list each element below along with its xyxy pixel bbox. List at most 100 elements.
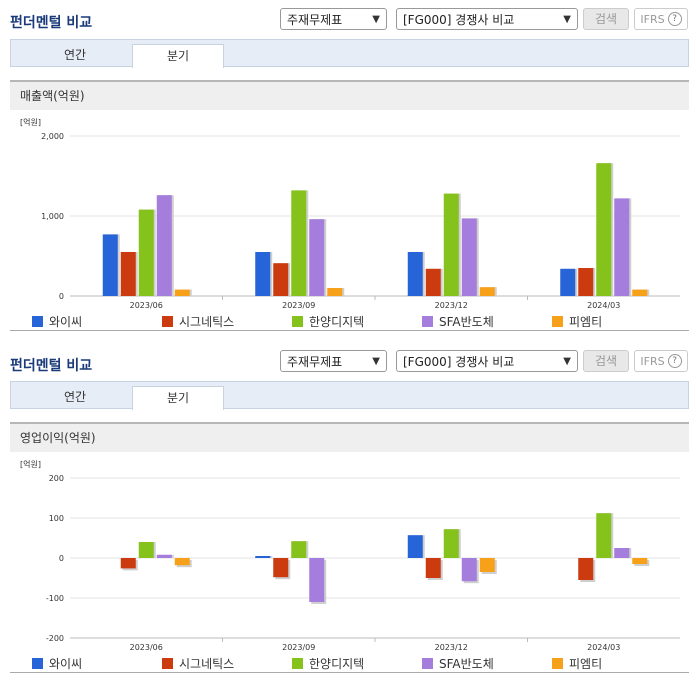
bar	[156, 554, 172, 558]
bar	[560, 268, 576, 296]
tab-quarterly[interactable]: 분기	[132, 44, 224, 68]
revenue-chart: [억원] 0 1,000 2,000 2023/06 2023/09 2023/12 2024…	[20, 117, 680, 310]
bar	[138, 209, 154, 296]
legend-swatch	[422, 658, 433, 669]
operating-profit-panel: 펀더멘털 비교 주재무제표 ▼ [FG000] 경쟁사 비교 ▼ 검색 IFRS…	[0, 342, 696, 684]
bar	[120, 252, 136, 296]
x-tick-label: 2023/12	[435, 643, 468, 652]
legend-item[interactable]: 와이씨	[32, 313, 82, 330]
legend-swatch	[292, 316, 303, 327]
bar	[443, 193, 459, 296]
group-select-value: [FG000] 경쟁사 비교	[403, 354, 515, 369]
group-select[interactable]: [FG000] 경쟁사 비교 ▼	[396, 350, 578, 372]
bar	[596, 163, 612, 296]
chart-legend: 와이씨 시그네틱스 한양디지텍 SFA반도체 피엠티	[10, 653, 689, 673]
chart-legend: 와이씨 시그네틱스 한양디지텍 SFA반도체 피엠티	[10, 311, 689, 331]
bar	[309, 219, 325, 296]
group-select[interactable]: [FG000] 경쟁사 비교 ▼	[396, 8, 578, 30]
bar	[578, 558, 594, 580]
legend-item[interactable]: 시그네틱스	[162, 655, 234, 672]
y-tick-label: 200	[49, 474, 64, 483]
revenue-panel: 펀더멘털 비교 주재무제표 ▼ [FG000] 경쟁사 비교 ▼ 검색 IFRS…	[0, 0, 696, 340]
search-button[interactable]: 검색	[583, 8, 629, 30]
legend-item[interactable]: 한양디지텍	[292, 655, 364, 672]
ifrs-label: IFRS	[640, 12, 665, 26]
legend-item[interactable]: SFA반도체	[422, 313, 494, 330]
chevron-down-icon: ▼	[372, 355, 380, 367]
y-tick-label: 0	[59, 554, 64, 563]
search-button[interactable]: 검색	[583, 350, 629, 372]
legend-item[interactable]: 한양디지텍	[292, 313, 364, 330]
legend-swatch	[162, 658, 173, 669]
y-tick-label: 2,000	[41, 132, 64, 141]
statement-select-value: 주재무제표	[287, 12, 343, 27]
bar	[407, 252, 423, 296]
ifrs-label: IFRS	[640, 354, 665, 368]
bar	[327, 288, 343, 296]
tab-annual[interactable]: 연간	[63, 48, 87, 62]
bar	[309, 558, 325, 602]
legend-swatch	[32, 316, 43, 327]
y-tick-label: -200	[46, 634, 64, 643]
bar	[255, 252, 271, 296]
x-tick-label: 2023/06	[130, 643, 163, 652]
legend-item[interactable]: SFA반도체	[422, 655, 494, 672]
y-tick-label: -100	[46, 594, 64, 603]
ifrs-help-button[interactable]: IFRS ?	[634, 350, 688, 372]
chevron-down-icon: ▼	[372, 13, 380, 25]
section-header: 영업이익(억원)	[10, 422, 689, 452]
x-tick-label: 2024/03	[587, 643, 620, 652]
y-tick-label: 0	[59, 292, 64, 301]
legend-label: 피엠티	[569, 657, 603, 671]
x-tick-label: 2024/03	[587, 301, 620, 310]
tab-quarterly[interactable]: 분기	[132, 386, 224, 410]
bar	[138, 542, 154, 558]
legend-item[interactable]: 피엠티	[552, 655, 602, 672]
bar	[255, 556, 271, 558]
question-icon: ?	[667, 354, 682, 368]
legend-swatch	[422, 316, 433, 327]
bar	[273, 263, 289, 296]
panel-title: 펀더멘털 비교	[10, 15, 93, 31]
tab-annual[interactable]: 연간	[63, 390, 87, 404]
legend-swatch	[162, 316, 173, 327]
bar	[156, 195, 172, 296]
statement-select[interactable]: 주재무제표 ▼	[280, 8, 387, 30]
period-tabs: 연간 분기	[10, 39, 689, 68]
bar	[443, 529, 459, 558]
legend-label: 와이씨	[49, 315, 83, 329]
legend-label: 피엠티	[569, 315, 603, 329]
chevron-down-icon: ▼	[563, 355, 571, 367]
legend-swatch	[552, 658, 563, 669]
x-tick-label: 2023/09	[282, 301, 315, 310]
bar	[596, 513, 612, 558]
ifrs-help-button[interactable]: IFRS ?	[634, 8, 688, 30]
legend-label: SFA반도체	[439, 657, 494, 671]
legend-item[interactable]: 피엠티	[552, 313, 602, 330]
group-select-value: [FG000] 경쟁사 비교	[403, 12, 515, 27]
panel-title: 펀더멘털 비교	[10, 358, 93, 374]
bar	[407, 535, 423, 558]
chevron-down-icon: ▼	[563, 13, 571, 25]
statement-select[interactable]: 주재무제표 ▼	[280, 350, 387, 372]
bar	[479, 287, 495, 296]
unit-label: [억원]	[20, 117, 41, 127]
x-tick-label: 2023/12	[435, 301, 468, 310]
bar	[614, 548, 630, 558]
legend-label: 시그네틱스	[179, 657, 235, 671]
legend-swatch	[552, 316, 563, 327]
statement-select-value: 주재무제표	[287, 354, 343, 369]
unit-label: [억원]	[20, 459, 41, 469]
bar	[578, 268, 594, 296]
bar	[461, 558, 477, 582]
legend-item[interactable]: 시그네틱스	[162, 313, 234, 330]
bar	[614, 198, 630, 296]
legend-swatch	[292, 658, 303, 669]
legend-swatch	[32, 658, 43, 669]
section-header: 매출액(억원)	[10, 80, 689, 110]
legend-item[interactable]: 와이씨	[32, 655, 82, 672]
legend-label: 한양디지텍	[309, 315, 365, 329]
x-tick-label: 2023/09	[282, 643, 315, 652]
bar	[425, 268, 441, 296]
bar	[479, 558, 495, 572]
